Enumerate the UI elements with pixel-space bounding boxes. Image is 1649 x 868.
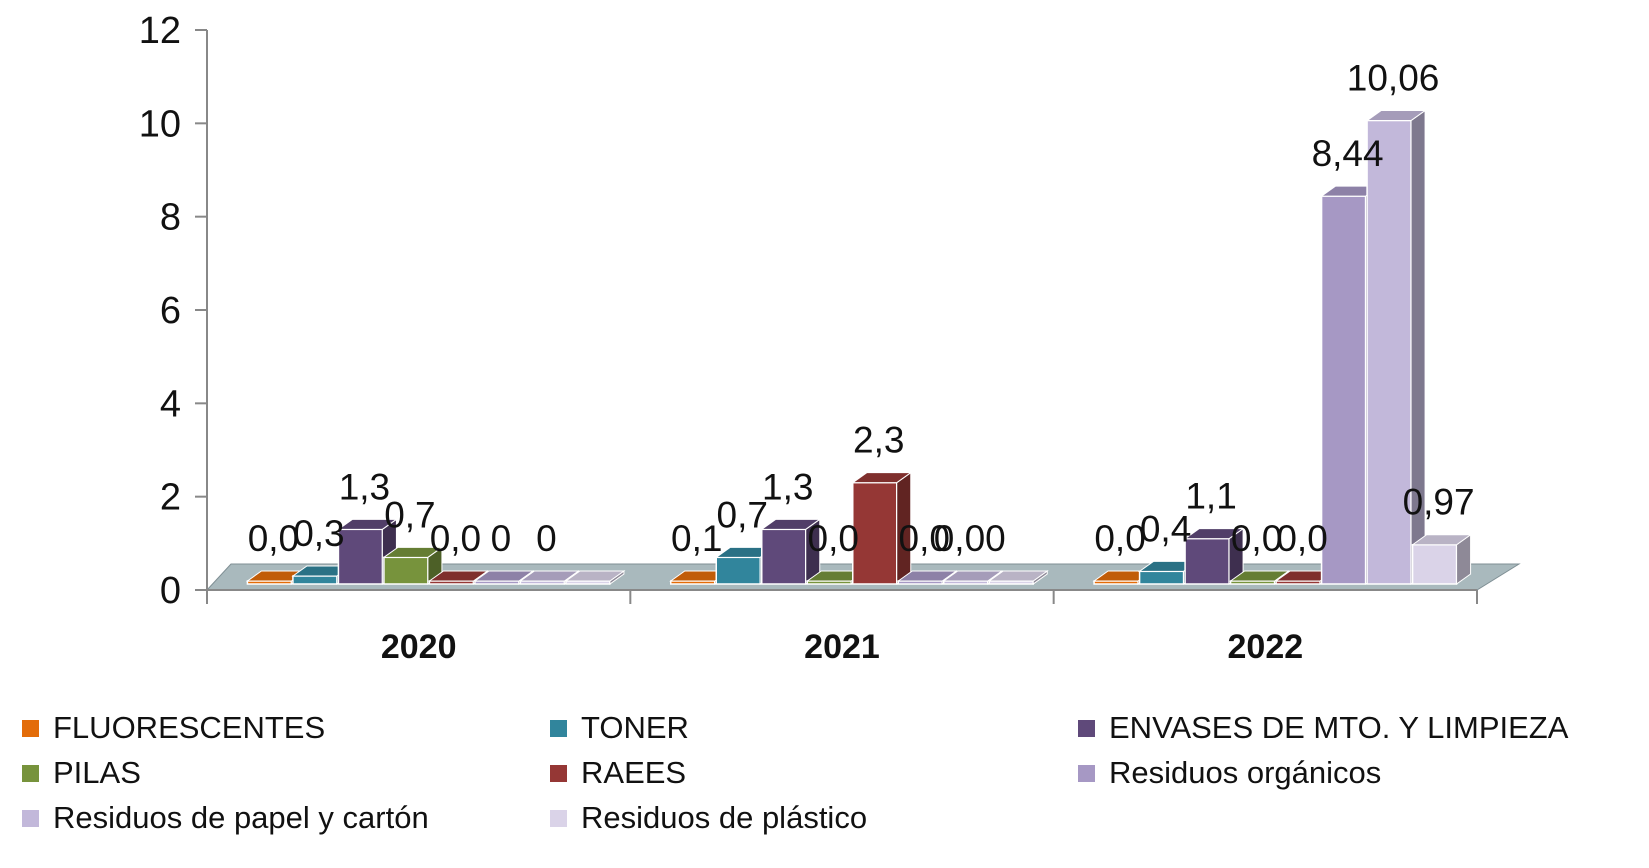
x-category-label: 2021 xyxy=(804,628,880,666)
bar-top xyxy=(987,570,1049,582)
y-tick-label: 0 xyxy=(160,570,181,612)
data-label: 0,97 xyxy=(1403,482,1475,523)
bar-top xyxy=(760,518,822,530)
bar-top xyxy=(896,570,958,582)
legend-item: ENVASES DE MTO. Y LIMPIEZA xyxy=(1078,710,1568,746)
bar xyxy=(987,570,1049,585)
bar-front xyxy=(1320,195,1367,585)
bar-top xyxy=(518,570,580,582)
data-label: 8,44 xyxy=(1312,133,1384,174)
bar-front xyxy=(337,528,384,585)
bar-top xyxy=(336,518,398,530)
bar xyxy=(336,518,398,585)
data-label: 0,00 xyxy=(934,518,1006,559)
y-tick-label: 12 xyxy=(139,10,181,52)
bar-top xyxy=(1365,110,1427,122)
bar-top xyxy=(382,546,444,558)
bar-front xyxy=(715,556,761,585)
y-tick-label: 2 xyxy=(160,477,181,519)
data-label: 0,0 xyxy=(430,518,481,559)
data-label: 0,0 xyxy=(1231,518,1282,559)
legend-swatch xyxy=(550,719,567,737)
bar-front xyxy=(761,528,807,585)
bar-top xyxy=(427,570,489,582)
data-label: 10,06 xyxy=(1347,58,1440,99)
legend-label: TONER xyxy=(581,710,689,745)
legend-item: Residuos de plástico xyxy=(550,800,867,836)
y-tick-label: 10 xyxy=(139,103,181,145)
legend-swatch xyxy=(1078,719,1095,737)
legend: FLUORESCENTES TONER ENVASES DE MTO. Y LIMP… xyxy=(0,710,1649,868)
bar-front xyxy=(852,481,898,585)
data-label: 0,3 xyxy=(293,513,344,554)
data-label: 0,0 xyxy=(248,518,299,559)
legend-label: RAEES xyxy=(581,755,687,790)
legend-swatch xyxy=(22,719,39,737)
data-label: 1,3 xyxy=(762,466,813,507)
bar xyxy=(1365,109,1427,585)
bar-top xyxy=(851,472,913,484)
bar-top xyxy=(942,570,1004,582)
legend-item: Residuos de papel y cartón xyxy=(22,800,429,836)
data-label: 0 xyxy=(491,518,512,559)
data-label: 0,1 xyxy=(671,518,722,559)
bar-top xyxy=(1183,528,1245,540)
legend-swatch xyxy=(550,809,567,827)
y-axis: 0 2 4 6 8 10 12 xyxy=(139,10,1478,612)
legend-item: FLUORESCENTES xyxy=(22,710,325,746)
data-label: 1,3 xyxy=(339,466,390,507)
data-label: 0,4 xyxy=(1140,508,1191,549)
bar-front xyxy=(383,556,429,585)
legend-item: RAEES xyxy=(550,755,686,791)
x-axis: 2020 2021 2022 xyxy=(381,628,1303,666)
data-label: 0 xyxy=(536,518,557,559)
legend-item: TONER xyxy=(550,710,689,746)
bar-front xyxy=(292,575,338,585)
legend-label: ENVASES DE MTO. Y LIMPIEZA xyxy=(1109,710,1569,745)
data-label: 0,0 xyxy=(808,518,859,559)
bar-front xyxy=(1184,537,1230,585)
legend-swatch xyxy=(22,764,39,782)
data-label: 0,7 xyxy=(384,494,435,535)
bar-top xyxy=(1411,534,1473,546)
bar xyxy=(760,518,822,585)
data-label: 0,7 xyxy=(717,494,768,535)
bar-top xyxy=(1229,570,1291,582)
bar-top xyxy=(564,570,626,582)
bar-front xyxy=(1411,543,1458,585)
legend-label: FLUORESCENTES xyxy=(53,710,326,745)
legend-label: Residuos de papel y cartón xyxy=(53,800,429,835)
bar xyxy=(851,471,913,585)
legend-item: Residuos orgánicos xyxy=(1078,755,1381,791)
data-label: 0,0 xyxy=(899,518,950,559)
legend-item: PILAS xyxy=(22,755,141,791)
bar xyxy=(1183,527,1245,585)
data-label: 1,1 xyxy=(1185,476,1236,517)
y-tick-label: 8 xyxy=(160,197,181,239)
legend-swatch xyxy=(1078,764,1095,782)
legend-swatch xyxy=(22,809,39,827)
bar-front xyxy=(1138,570,1185,585)
y-tick-label: 6 xyxy=(160,290,181,332)
data-label: 0,0 xyxy=(1094,518,1145,559)
legend-swatch xyxy=(550,764,567,782)
x-category-label: 2020 xyxy=(381,628,457,666)
data-label: 2,3 xyxy=(853,420,904,461)
legend-label: Residuos orgánicos xyxy=(1109,755,1382,790)
bar-layer xyxy=(245,109,1473,585)
bar xyxy=(1411,533,1473,585)
legend-label: PILAS xyxy=(53,755,141,790)
data-label: 0,0 xyxy=(1276,518,1327,559)
data-label-layer: 0,00,31,30,70,0 0 0 0,10,71,30,02,30,00,00 0… xyxy=(248,58,1475,559)
y-tick-label: 4 xyxy=(160,383,181,425)
bar-top xyxy=(473,570,535,582)
legend-label: Residuos de plástico xyxy=(581,800,868,835)
bar xyxy=(564,570,626,585)
x-category-label: 2022 xyxy=(1228,628,1304,666)
